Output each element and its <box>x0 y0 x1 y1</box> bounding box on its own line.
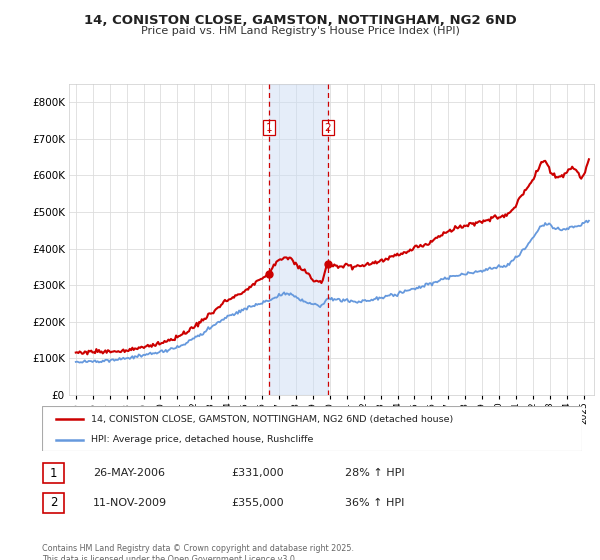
Text: 36% ↑ HPI: 36% ↑ HPI <box>345 498 404 508</box>
Text: 26-MAY-2006: 26-MAY-2006 <box>93 468 165 478</box>
Bar <box>269 84 328 395</box>
Text: 28% ↑ HPI: 28% ↑ HPI <box>345 468 404 478</box>
Text: HPI: Average price, detached house, Rushcliffe: HPI: Average price, detached house, Rush… <box>91 435 313 444</box>
Text: 11-NOV-2009: 11-NOV-2009 <box>93 498 167 508</box>
Text: 14, CONISTON CLOSE, GAMSTON, NOTTINGHAM, NG2 6ND (detached house): 14, CONISTON CLOSE, GAMSTON, NOTTINGHAM,… <box>91 415 453 424</box>
Text: £331,000: £331,000 <box>231 468 284 478</box>
Text: £355,000: £355,000 <box>231 498 284 508</box>
Text: 2: 2 <box>50 496 57 510</box>
Text: Contains HM Land Registry data © Crown copyright and database right 2025.
This d: Contains HM Land Registry data © Crown c… <box>42 544 354 560</box>
Text: 14, CONISTON CLOSE, GAMSTON, NOTTINGHAM, NG2 6ND: 14, CONISTON CLOSE, GAMSTON, NOTTINGHAM,… <box>83 14 517 27</box>
Text: Price paid vs. HM Land Registry's House Price Index (HPI): Price paid vs. HM Land Registry's House … <box>140 26 460 36</box>
Text: 1: 1 <box>50 466 57 480</box>
Text: 1: 1 <box>266 123 272 133</box>
Text: 2: 2 <box>324 123 331 133</box>
